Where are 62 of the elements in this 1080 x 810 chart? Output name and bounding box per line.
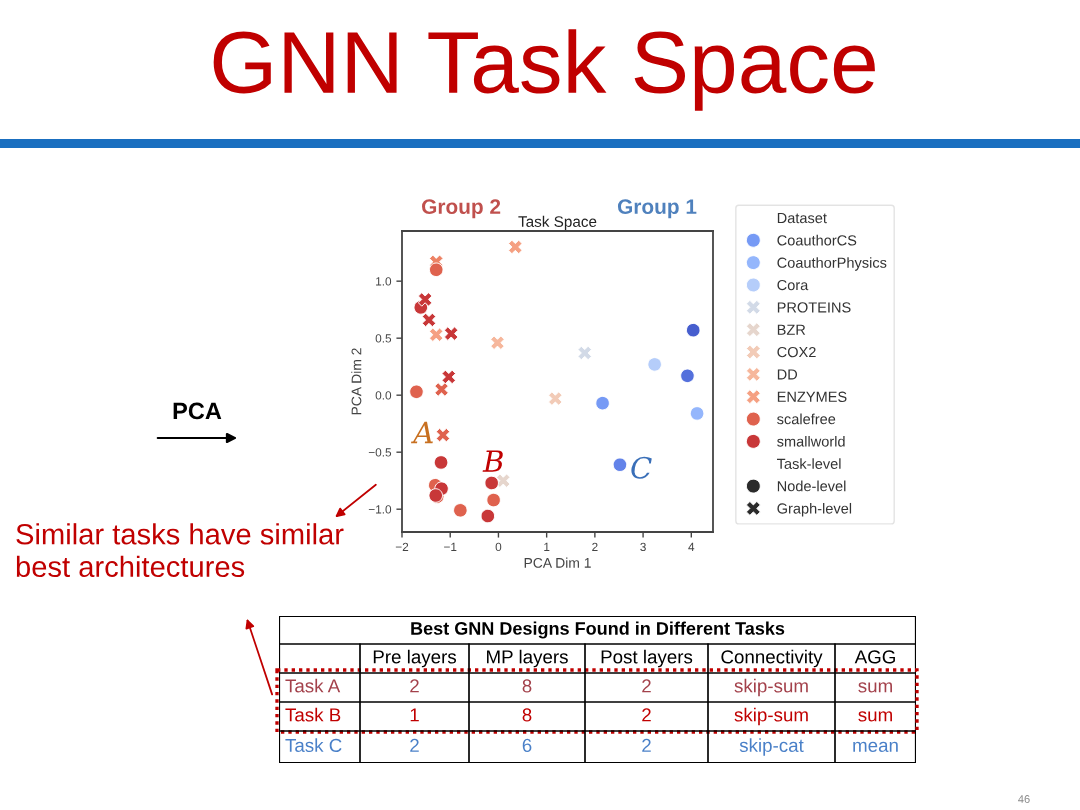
text: 2	[642, 679, 651, 693]
annotation: B	[482, 450, 503, 472]
y-axis-title: PCA Dim 2	[351, 348, 362, 415]
category-label: Pre layers	[373, 649, 457, 668]
text: GNN Task Space	[213, 29, 875, 111]
text: skip-sum	[734, 678, 808, 697]
category-label: Connectivity	[721, 649, 823, 668]
x-tick-label: 2	[592, 542, 598, 551]
legend-label: Node-level	[777, 480, 846, 492]
text: mean	[853, 741, 898, 753]
chart-title: Task Space	[518, 215, 597, 230]
legend-label: scalefree	[777, 413, 836, 425]
x-tick-label: 4	[688, 542, 695, 551]
legend-label: smallworld	[777, 435, 845, 447]
text: PCA	[173, 402, 222, 420]
text: 2	[410, 738, 419, 752]
category-label: Task A	[285, 678, 341, 693]
legend-label: BZR	[777, 324, 806, 335]
text: 2	[642, 708, 651, 722]
text: 2	[642, 738, 651, 752]
x-tick-label: −1	[444, 542, 457, 551]
text: sum	[858, 682, 892, 693]
text: sum	[858, 711, 892, 722]
y-tick-label: 0.5	[375, 334, 392, 343]
legend-label: CoauthorCS	[777, 234, 857, 246]
text: Group 2	[422, 199, 501, 219]
y-tick-label: −1.0	[368, 505, 392, 514]
legend-label: CoauthorPhysics	[777, 257, 887, 271]
legend-label: COX2	[777, 346, 816, 358]
text: 46	[1018, 795, 1030, 803]
text: Similar tasks have similar best architectures	[16, 523, 344, 578]
x-tick-label: 1	[544, 542, 550, 551]
legend-label: ENZYMES	[777, 391, 847, 402]
text: Group 1	[617, 199, 697, 219]
annotation: C	[631, 456, 652, 479]
legend-label: Cora	[777, 279, 809, 291]
text: skip-sum	[734, 707, 808, 726]
legend-label: Graph-level	[777, 502, 852, 517]
text: Best GNN Designs Found in Different Tasks	[411, 621, 785, 639]
category-label: AGG	[854, 650, 895, 664]
y-tick-label: −0.5	[368, 448, 392, 457]
category-label: Task B	[285, 707, 341, 722]
x-axis-title: PCA Dim 1	[524, 557, 591, 568]
category-label: MP layers	[487, 649, 568, 668]
legend-label: PROTEINS	[777, 302, 851, 313]
text: Task-level	[777, 458, 841, 469]
annotation: A	[411, 421, 433, 444]
y-tick-label: 1.0	[376, 277, 392, 286]
category-label: Post layers	[601, 649, 693, 668]
text: 2	[410, 679, 419, 693]
legend-title: Dataset	[777, 213, 827, 224]
x-tick-label: 3	[640, 542, 646, 552]
x-tick-label: 0	[495, 542, 502, 552]
category-label: Task C	[285, 738, 342, 753]
y-tick-label: 0.0	[375, 391, 392, 400]
text: 8	[522, 679, 532, 693]
text: 1	[410, 708, 419, 722]
text: 8	[522, 708, 532, 722]
x-tick-label: −2	[395, 542, 409, 551]
text: skip-cat	[739, 738, 804, 756]
legend-label: DD	[777, 369, 798, 380]
text: 6	[522, 738, 532, 753]
